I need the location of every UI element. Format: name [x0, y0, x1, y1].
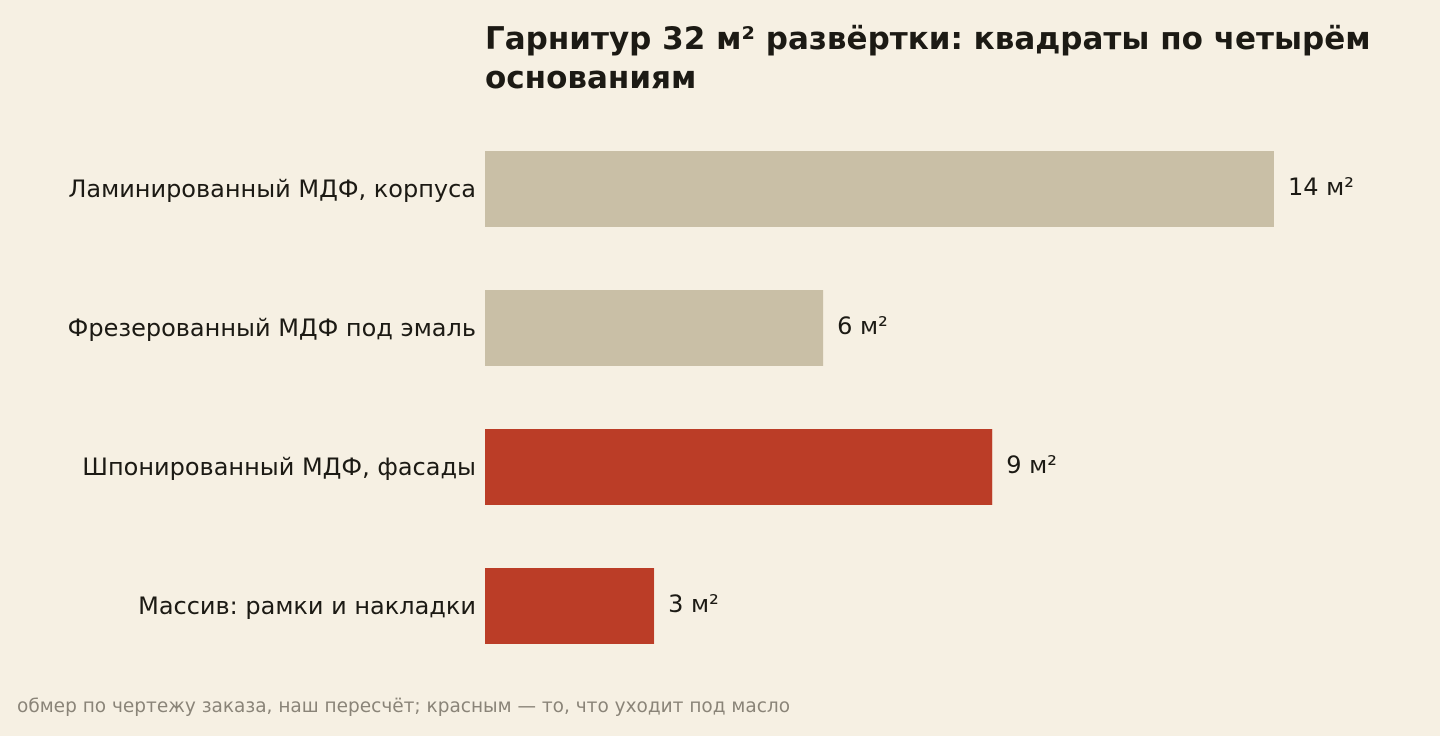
value-label-3: 9 м²	[1006, 451, 1057, 479]
bars-group: Ламинированный МДФ, корпуса 14 м² Фрезеров…	[68, 151, 1354, 644]
bar-3	[485, 429, 993, 505]
bar-2	[485, 290, 824, 366]
bar-4	[485, 568, 655, 644]
value-label-2: 6 м²	[837, 312, 888, 340]
bar-1	[485, 151, 1274, 227]
category-label-2: Фрезерованный МДФ под эмаль	[68, 314, 476, 342]
category-label-4: Массив: рамки и накладки	[138, 592, 476, 620]
category-label-1: Ламинированный МДФ, корпуса	[68, 175, 476, 203]
value-label-4: 3 м²	[668, 590, 719, 618]
chart-title: Гарнитур 32 м² развёртки: квадраты по че…	[485, 21, 1371, 96]
chart-footnote: обмер по чертежу заказа, наш пересчёт; к…	[17, 696, 791, 717]
value-label-1: 14 м²	[1288, 173, 1354, 201]
category-label-3: Шпонированный МДФ, фасады	[82, 453, 476, 481]
